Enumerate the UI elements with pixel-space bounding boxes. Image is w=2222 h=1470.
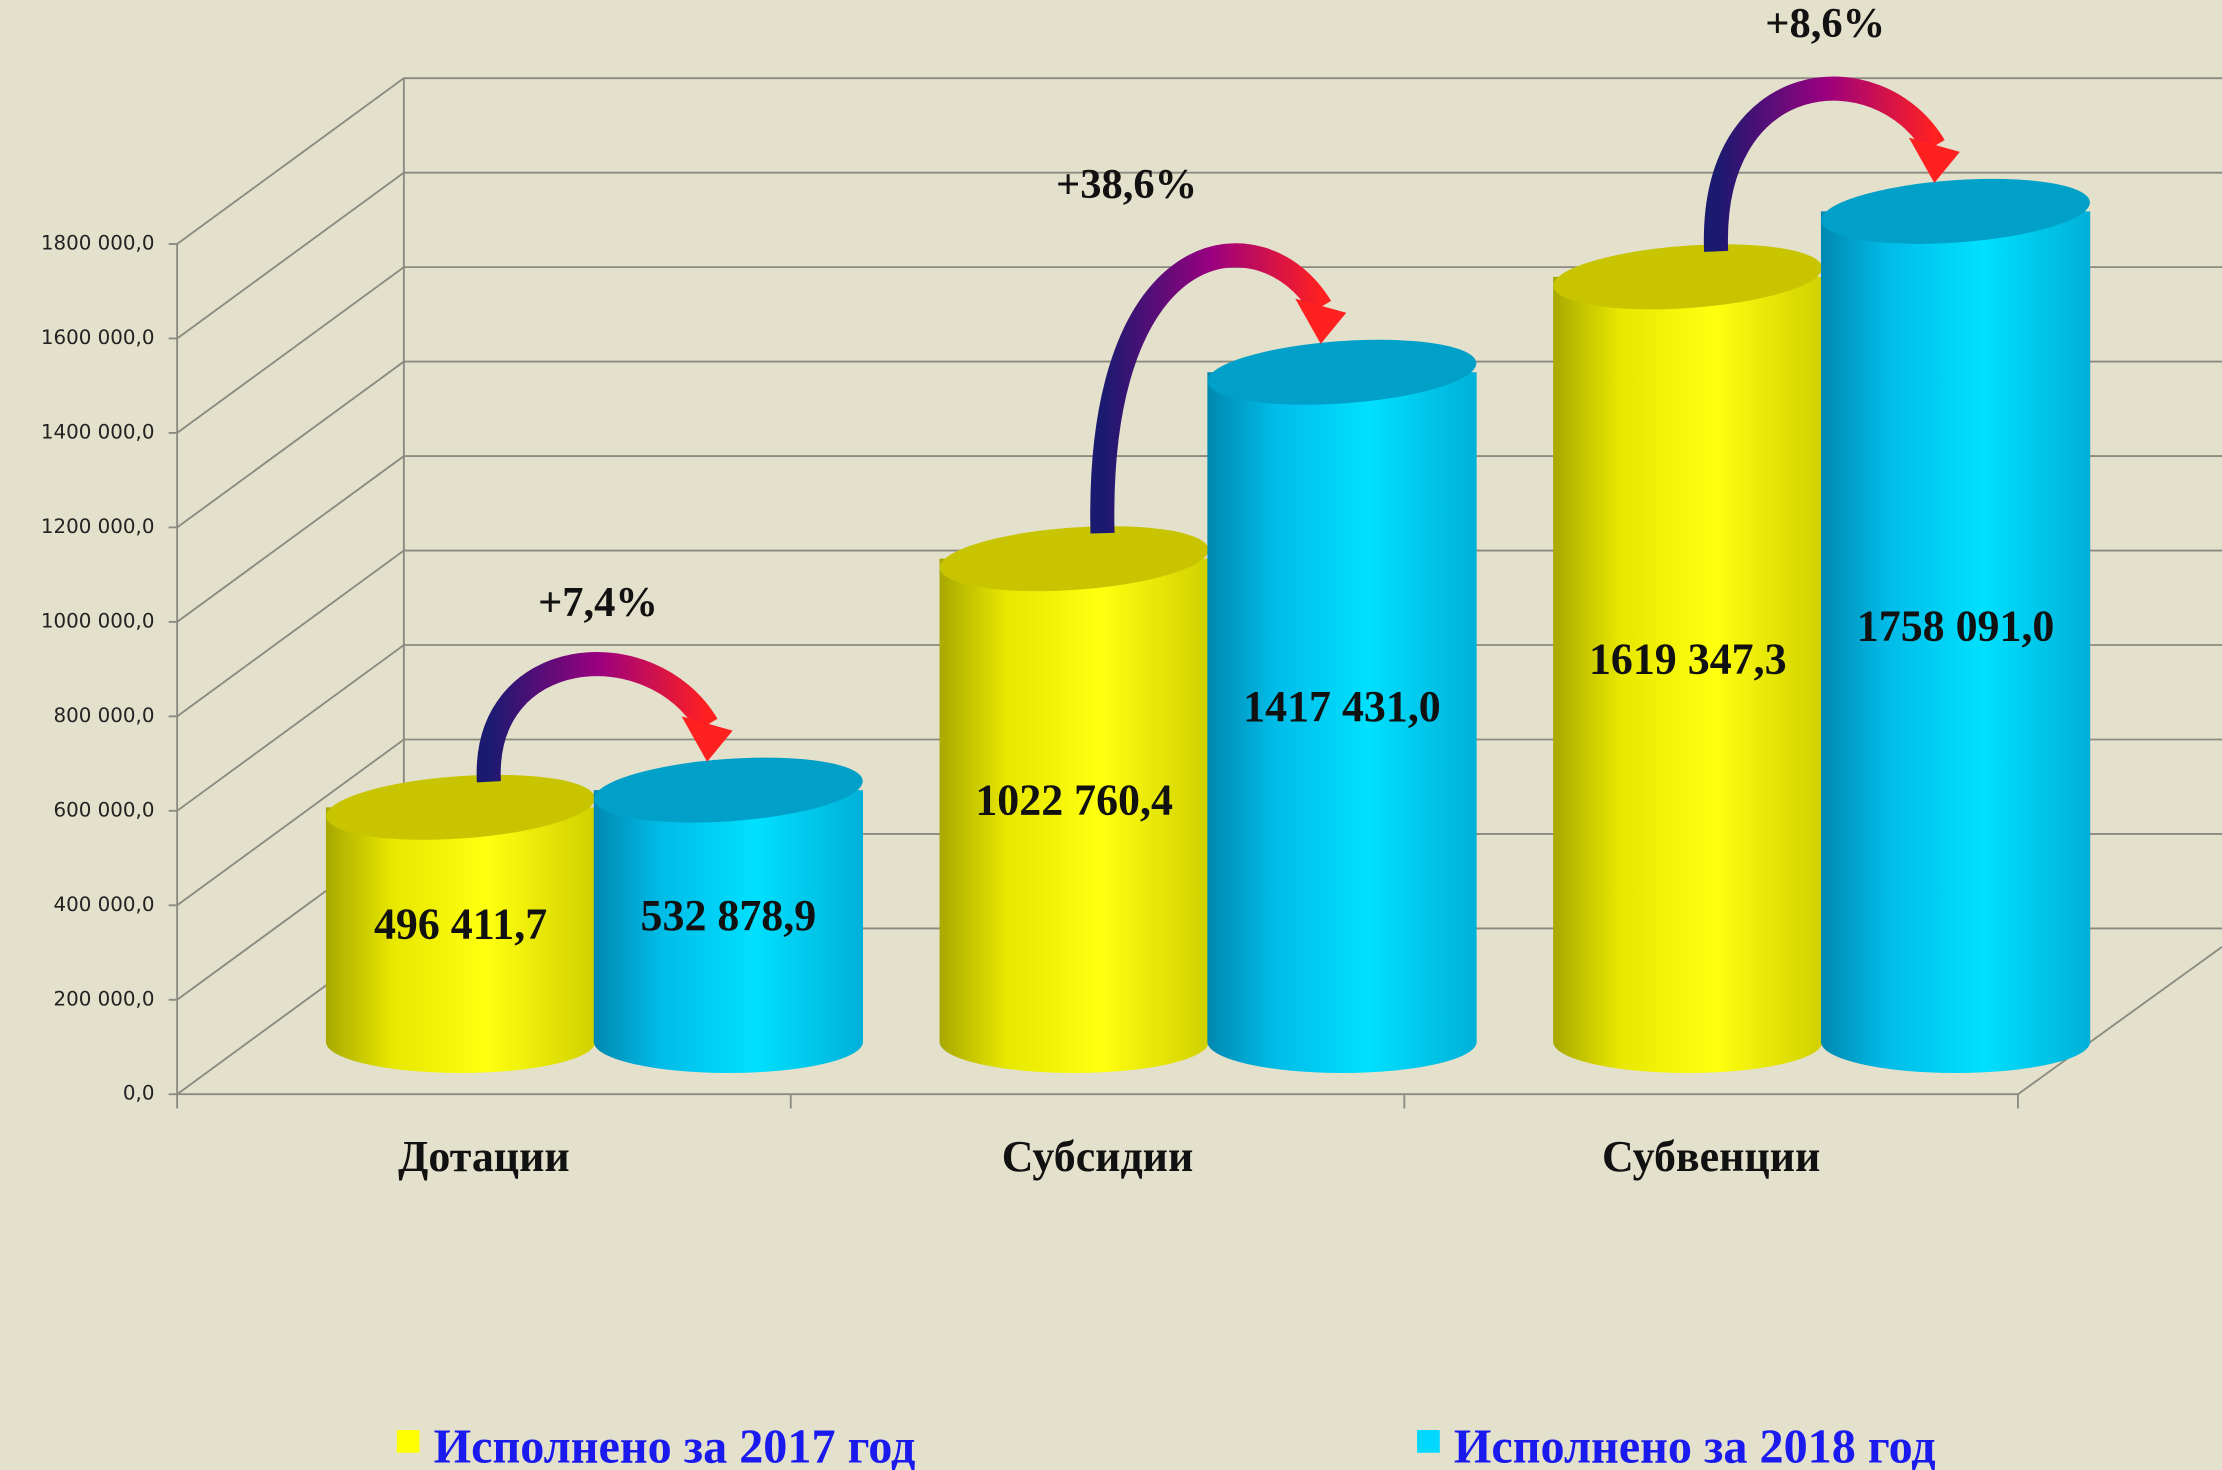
y-tick-label: 400 000,0 — [54, 893, 155, 916]
value-label: 1417 431,0 — [1243, 682, 1441, 731]
value-label: 1022 760,4 — [975, 775, 1173, 824]
bar — [1553, 276, 1823, 1073]
bar-top — [594, 757, 863, 823]
bar-top — [939, 526, 1209, 592]
x-tick-label: Субвенции — [1602, 1132, 1820, 1181]
bar-top — [1207, 339, 1477, 405]
legend-swatch — [1417, 1430, 1440, 1453]
value-label: 532 878,9 — [641, 891, 817, 940]
cylinder — [939, 526, 1209, 1073]
cylinder — [325, 774, 596, 1073]
y-tick-label: 1400 000,0 — [41, 420, 155, 443]
bar-top — [1553, 244, 1823, 310]
annotation: +7,4% — [538, 579, 658, 626]
bar-top — [1821, 178, 2090, 244]
cylinder — [1207, 339, 1477, 1073]
bar-top — [326, 774, 595, 840]
value-label: 1619 347,3 — [1589, 635, 1787, 684]
bar — [1820, 211, 2091, 1073]
grid-line — [176, 171, 2222, 340]
arrow — [1090, 243, 1332, 534]
arrow-head — [1295, 298, 1347, 344]
bar — [1207, 372, 1477, 1073]
arrow — [1704, 76, 1945, 252]
cylinder — [1820, 178, 2091, 1073]
y-tick-label: 1200 000,0 — [41, 515, 155, 538]
cylinder — [593, 757, 864, 1073]
bar — [939, 558, 1209, 1073]
value-label: 1758 091,0 — [1857, 602, 2055, 651]
grid-line — [176, 77, 2222, 245]
annotation: +38,6% — [1056, 161, 1197, 208]
y-tick-label: 200 000,0 — [54, 987, 155, 1010]
legend-label: Исполнено за 2017 год — [434, 1421, 916, 1470]
cylinder — [1553, 244, 1823, 1073]
arrow — [476, 652, 718, 783]
legend-swatch — [396, 1430, 420, 1453]
y-tick-label: 1800 000,0 — [41, 231, 155, 254]
x-tick-label: Дотации — [398, 1132, 570, 1181]
legend-label: Исполнено за 2018 год — [1454, 1421, 1936, 1470]
floor-right-edge — [2017, 946, 2222, 1095]
value-label: 496 411,7 — [374, 900, 547, 949]
y-tick-label: 1600 000,0 — [41, 326, 155, 349]
y-tick-label: 0,0 — [123, 1082, 155, 1105]
arrow-head — [681, 716, 733, 762]
arrow-head — [1908, 137, 1960, 183]
annotation: +8,6% — [1765, 0, 1885, 47]
y-tick-label: 1000 000,0 — [41, 609, 155, 632]
y-tick-label: 600 000,0 — [54, 798, 155, 821]
x-tick-label: Субсидии — [1002, 1132, 1194, 1181]
bar — [593, 790, 864, 1073]
bar — [325, 807, 596, 1073]
y-tick-label: 800 000,0 — [54, 704, 155, 727]
